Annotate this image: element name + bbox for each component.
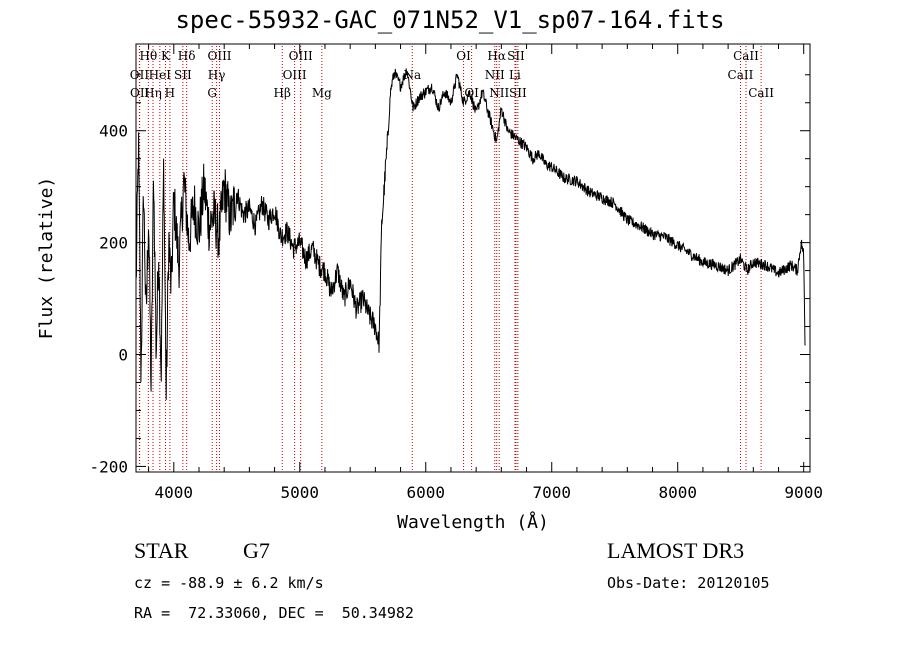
- line-label: SII: [509, 86, 527, 100]
- line-label: OIII: [207, 49, 231, 63]
- line-label: Hβ: [274, 86, 291, 100]
- line-label: Hα: [487, 49, 506, 63]
- line-label: NII: [489, 86, 509, 100]
- object-class: STAR: [134, 538, 189, 563]
- line-label: SII: [174, 68, 192, 82]
- flux-line: [135, 68, 806, 400]
- line-markers: [138, 46, 762, 472]
- observation-date: Obs-Date: 20120105: [607, 574, 770, 592]
- spectrum-series: [135, 68, 806, 400]
- line-label: K: [161, 49, 171, 63]
- redshift-velocity: cz = -88.9 ± 6.2 km/s: [134, 574, 324, 592]
- line-label: Mg: [312, 86, 332, 100]
- x-tick-label: 7000: [532, 483, 571, 502]
- line-label: CaII: [748, 86, 774, 100]
- line-label: OI: [456, 49, 471, 63]
- line-label: OIII: [289, 49, 313, 63]
- x-tick-label: 9000: [784, 483, 823, 502]
- y-tick-label: -200: [89, 457, 128, 476]
- chart-title: spec-55932-GAC_071N52_V1_sp07-164.fits: [175, 6, 725, 34]
- line-label: OII: [130, 68, 150, 82]
- x-axis-label: Wavelength (Å): [397, 511, 549, 533]
- coordinates: RA = 72.33060, DEC = 50.34982: [134, 604, 414, 622]
- line-label: Hη: [144, 86, 162, 100]
- line-label: Na: [403, 68, 421, 82]
- line-label: OI: [464, 86, 479, 100]
- y-tick-label: 400: [99, 122, 128, 141]
- survey-label: LAMOST DR3: [607, 538, 745, 563]
- line-label: NII: [485, 68, 505, 82]
- line-label: Hδ: [178, 49, 196, 63]
- line-label: HeI: [149, 68, 172, 82]
- line-label: Li: [509, 68, 521, 82]
- line-label: Hγ: [208, 68, 226, 82]
- axes: 4000 5000 6000 7000 8000 9000 -200 0 200 400 Wavel…: [36, 43, 823, 533]
- line-label: Hθ: [139, 49, 157, 63]
- line-label: SII: [507, 49, 525, 63]
- line-label: OII: [130, 86, 150, 100]
- x-tick-label: 4000: [155, 483, 194, 502]
- plot-frame: [135, 43, 811, 473]
- x-tick-label: 6000: [406, 483, 445, 502]
- x-tick-label: 8000: [658, 483, 697, 502]
- line-label: CaII: [728, 68, 754, 82]
- y-tick-label: 200: [99, 234, 128, 253]
- y-axis-label: Flux (relative): [36, 177, 57, 340]
- x-tick-label: 5000: [281, 483, 320, 502]
- line-label: CaII: [733, 49, 759, 63]
- line-label: G: [207, 86, 217, 100]
- object-subclass: G7: [243, 538, 270, 563]
- line-label: OIII: [283, 68, 307, 82]
- line-label: H: [165, 86, 175, 100]
- y-tick-label: 0: [118, 346, 128, 365]
